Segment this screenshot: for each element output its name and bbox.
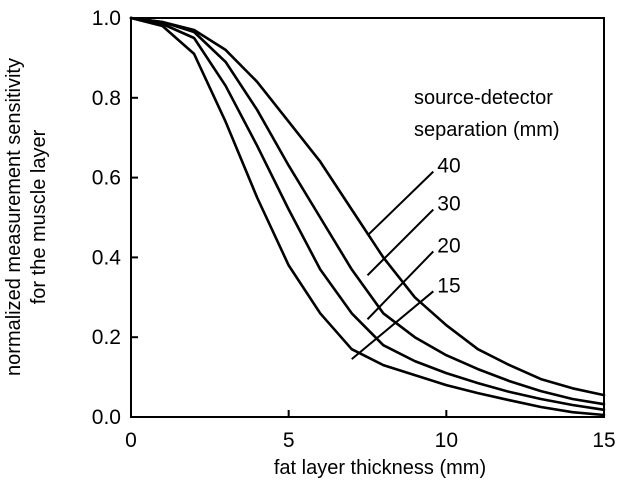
series-line-30: [129, 16, 606, 406]
y-axis-title-line-2: for the muscle layer: [28, 129, 50, 304]
plot-frame: [130, 17, 605, 418]
y-tick-label: 0.4: [92, 246, 122, 269]
curve-label-30: 30: [437, 193, 460, 216]
x-tick-label: 10: [435, 429, 458, 452]
leader-line-15: [351, 290, 434, 360]
curve-labels: 40 30 20 15: [351, 155, 461, 360]
curve-label-15: 15: [437, 274, 460, 297]
x-tick-label: 15: [592, 429, 615, 452]
y-tick-label: 0.8: [92, 87, 121, 110]
x-tick-label: 0: [125, 429, 137, 452]
axes: 0 5 10 15 0.0 0.2 0.4 0.6 0.8 1.0: [92, 7, 616, 452]
leader-line-20: [366, 250, 435, 320]
curve-label-20: 20: [437, 234, 460, 257]
series-line-15: [129, 16, 606, 417]
series-line-20: [129, 16, 606, 412]
y-tick-label: 0.2: [92, 326, 121, 349]
series-lines: [129, 16, 606, 417]
y-axis-title-line-1: normalized measurement sensitivity: [3, 58, 25, 376]
series-line-40: [129, 16, 606, 397]
x-axis-title: fat layer thickness (mm): [274, 457, 486, 479]
y-tick-label: 0.6: [92, 167, 121, 190]
legend-title-line-1: source-detector: [414, 87, 553, 109]
axis-titles: fat layer thickness (mm) normalized meas…: [3, 58, 486, 479]
curve-label-40: 40: [437, 155, 460, 178]
x-tick-label: 5: [283, 429, 295, 452]
leader-line-30: [366, 208, 435, 277]
legend: source-detector separation (mm): [414, 87, 560, 141]
y-tick-label: 1.0: [92, 7, 121, 30]
y-tick-label: 0.0: [92, 406, 121, 429]
legend-title-line-2: separation (mm): [414, 119, 560, 141]
leader-line-40: [366, 170, 434, 237]
